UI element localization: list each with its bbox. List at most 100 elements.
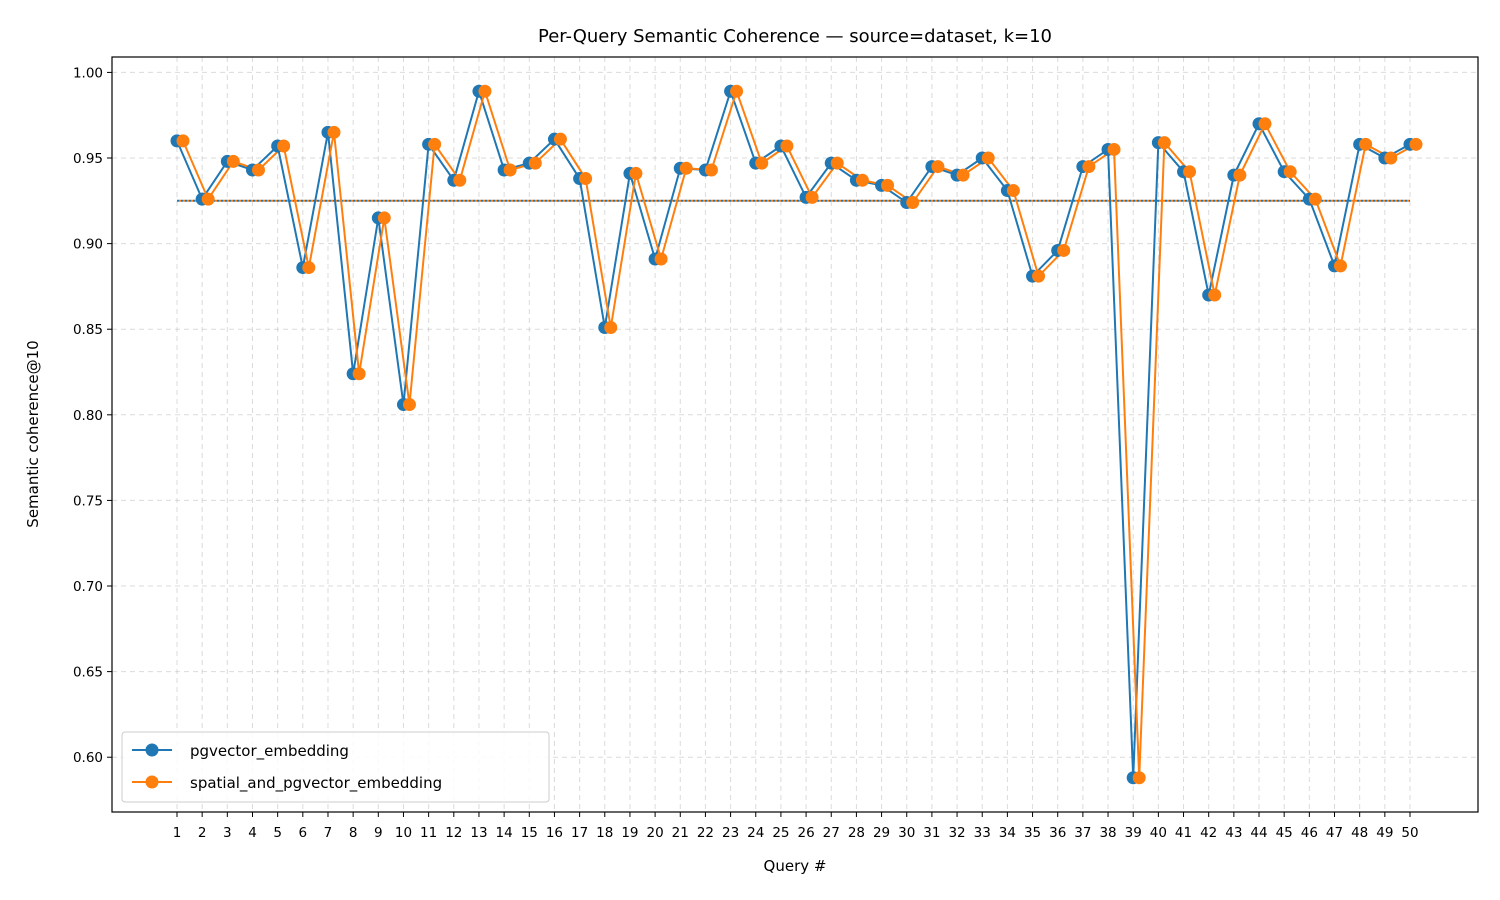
data-point <box>1082 160 1096 174</box>
data-point <box>1107 142 1121 156</box>
x-axis-ticks: 1 2 3 4 5 6 7 8 9 10 11 12 13 14 15 16 17 18 19 20 21 22 23 24 2… <box>173 812 1419 841</box>
data-point <box>201 192 215 206</box>
data-point <box>906 196 920 210</box>
x-tick-label: 5 <box>273 825 282 841</box>
x-tick-label: 15 <box>521 825 538 841</box>
data-point <box>1233 168 1247 182</box>
legend-label-spatial: spatial_and_pgvector_embedding <box>190 774 442 793</box>
data-point <box>981 151 995 165</box>
x-tick-label: 49 <box>1376 825 1393 841</box>
grid-lines <box>112 57 1478 812</box>
x-tick-label: 22 <box>697 825 714 841</box>
x-tick-label: 19 <box>621 825 638 841</box>
x-tick-label: 33 <box>974 825 991 841</box>
data-point <box>277 139 291 153</box>
data-point <box>956 168 970 182</box>
data-point <box>654 252 668 266</box>
x-tick-label: 43 <box>1225 825 1242 841</box>
y-tick-label: 0.60 <box>73 750 103 766</box>
data-point <box>604 320 618 334</box>
x-tick-label: 29 <box>873 825 890 841</box>
data-point <box>302 261 316 275</box>
x-tick-label: 34 <box>999 825 1016 841</box>
data-point <box>251 163 265 177</box>
y-axis-ticks: 0.60 0.65 0.70 0.75 0.80 0.85 0.90 0.95 1.00 <box>73 65 112 766</box>
x-tick-label: 9 <box>374 825 383 841</box>
x-tick-label: 13 <box>470 825 487 841</box>
data-point <box>226 154 240 168</box>
x-tick-label: 24 <box>747 825 764 841</box>
x-tick-label: 47 <box>1326 825 1343 841</box>
legend-frame <box>121 731 550 803</box>
data-point <box>855 173 869 187</box>
data-point <box>629 166 643 180</box>
x-tick-label: 26 <box>797 825 814 841</box>
data-point <box>1208 288 1222 302</box>
data-point <box>1283 165 1297 179</box>
data-point <box>704 163 718 177</box>
y-axis-label: Semantic coherence@10 <box>24 340 42 527</box>
x-tick-label: 4 <box>248 825 257 841</box>
data-point <box>1308 192 1322 206</box>
x-tick-label: 16 <box>546 825 563 841</box>
data-point <box>503 163 517 177</box>
legend-marker-pgvector <box>145 743 159 757</box>
x-tick-label: 39 <box>1125 825 1142 841</box>
x-tick-label: 8 <box>349 825 358 841</box>
x-tick-label: 6 <box>299 825 308 841</box>
series-markers <box>170 84 1423 785</box>
data-point <box>830 156 844 170</box>
x-tick-label: 35 <box>1024 825 1041 841</box>
series-line <box>182 87 1417 778</box>
legend-marker-spatial <box>145 775 159 789</box>
x-tick-label: 23 <box>722 825 739 841</box>
x-tick-label: 2 <box>198 825 207 841</box>
x-tick-label: 38 <box>1099 825 1116 841</box>
plot-frame <box>111 56 1479 813</box>
data-point <box>1006 184 1020 198</box>
data-point <box>881 178 895 192</box>
data-point <box>1359 137 1373 151</box>
x-tick-label: 30 <box>898 825 915 841</box>
data-point <box>1409 137 1423 151</box>
data-point <box>1032 269 1046 283</box>
data-point <box>553 132 567 146</box>
x-tick-label: 50 <box>1401 825 1418 841</box>
x-tick-label: 17 <box>571 825 588 841</box>
data-point <box>679 161 693 175</box>
data-point <box>352 367 366 381</box>
data-point <box>327 125 341 139</box>
data-point <box>528 156 542 170</box>
data-point <box>1384 151 1398 165</box>
y-tick-label: 1.00 <box>73 65 103 81</box>
x-tick-label: 45 <box>1276 825 1293 841</box>
x-tick-label: 12 <box>445 825 462 841</box>
data-point <box>755 156 769 170</box>
data-point <box>1183 165 1197 179</box>
data-point <box>780 139 794 153</box>
series-line <box>176 87 1411 778</box>
x-tick-label: 27 <box>823 825 840 841</box>
chart-title: Per-Query Semantic Coherence — source=da… <box>538 26 1052 47</box>
data-point <box>377 211 391 225</box>
y-tick-label: 0.70 <box>73 579 103 595</box>
data-point <box>1157 136 1171 150</box>
x-tick-label: 20 <box>647 825 664 841</box>
x-tick-label: 7 <box>324 825 333 841</box>
x-tick-label: 3 <box>223 825 232 841</box>
x-tick-label: 48 <box>1351 825 1368 841</box>
x-tick-label: 28 <box>848 825 865 841</box>
x-tick-label: 37 <box>1074 825 1091 841</box>
y-tick-label: 0.65 <box>73 665 103 681</box>
data-point <box>453 173 467 187</box>
x-tick-label: 18 <box>596 825 613 841</box>
data-point <box>176 134 190 148</box>
x-tick-label: 42 <box>1200 825 1217 841</box>
data-point <box>805 190 819 204</box>
y-tick-label: 0.85 <box>73 322 103 338</box>
y-tick-label: 0.95 <box>73 151 103 167</box>
data-point <box>931 160 945 174</box>
x-tick-label: 32 <box>948 825 965 841</box>
data-point <box>1258 117 1272 131</box>
